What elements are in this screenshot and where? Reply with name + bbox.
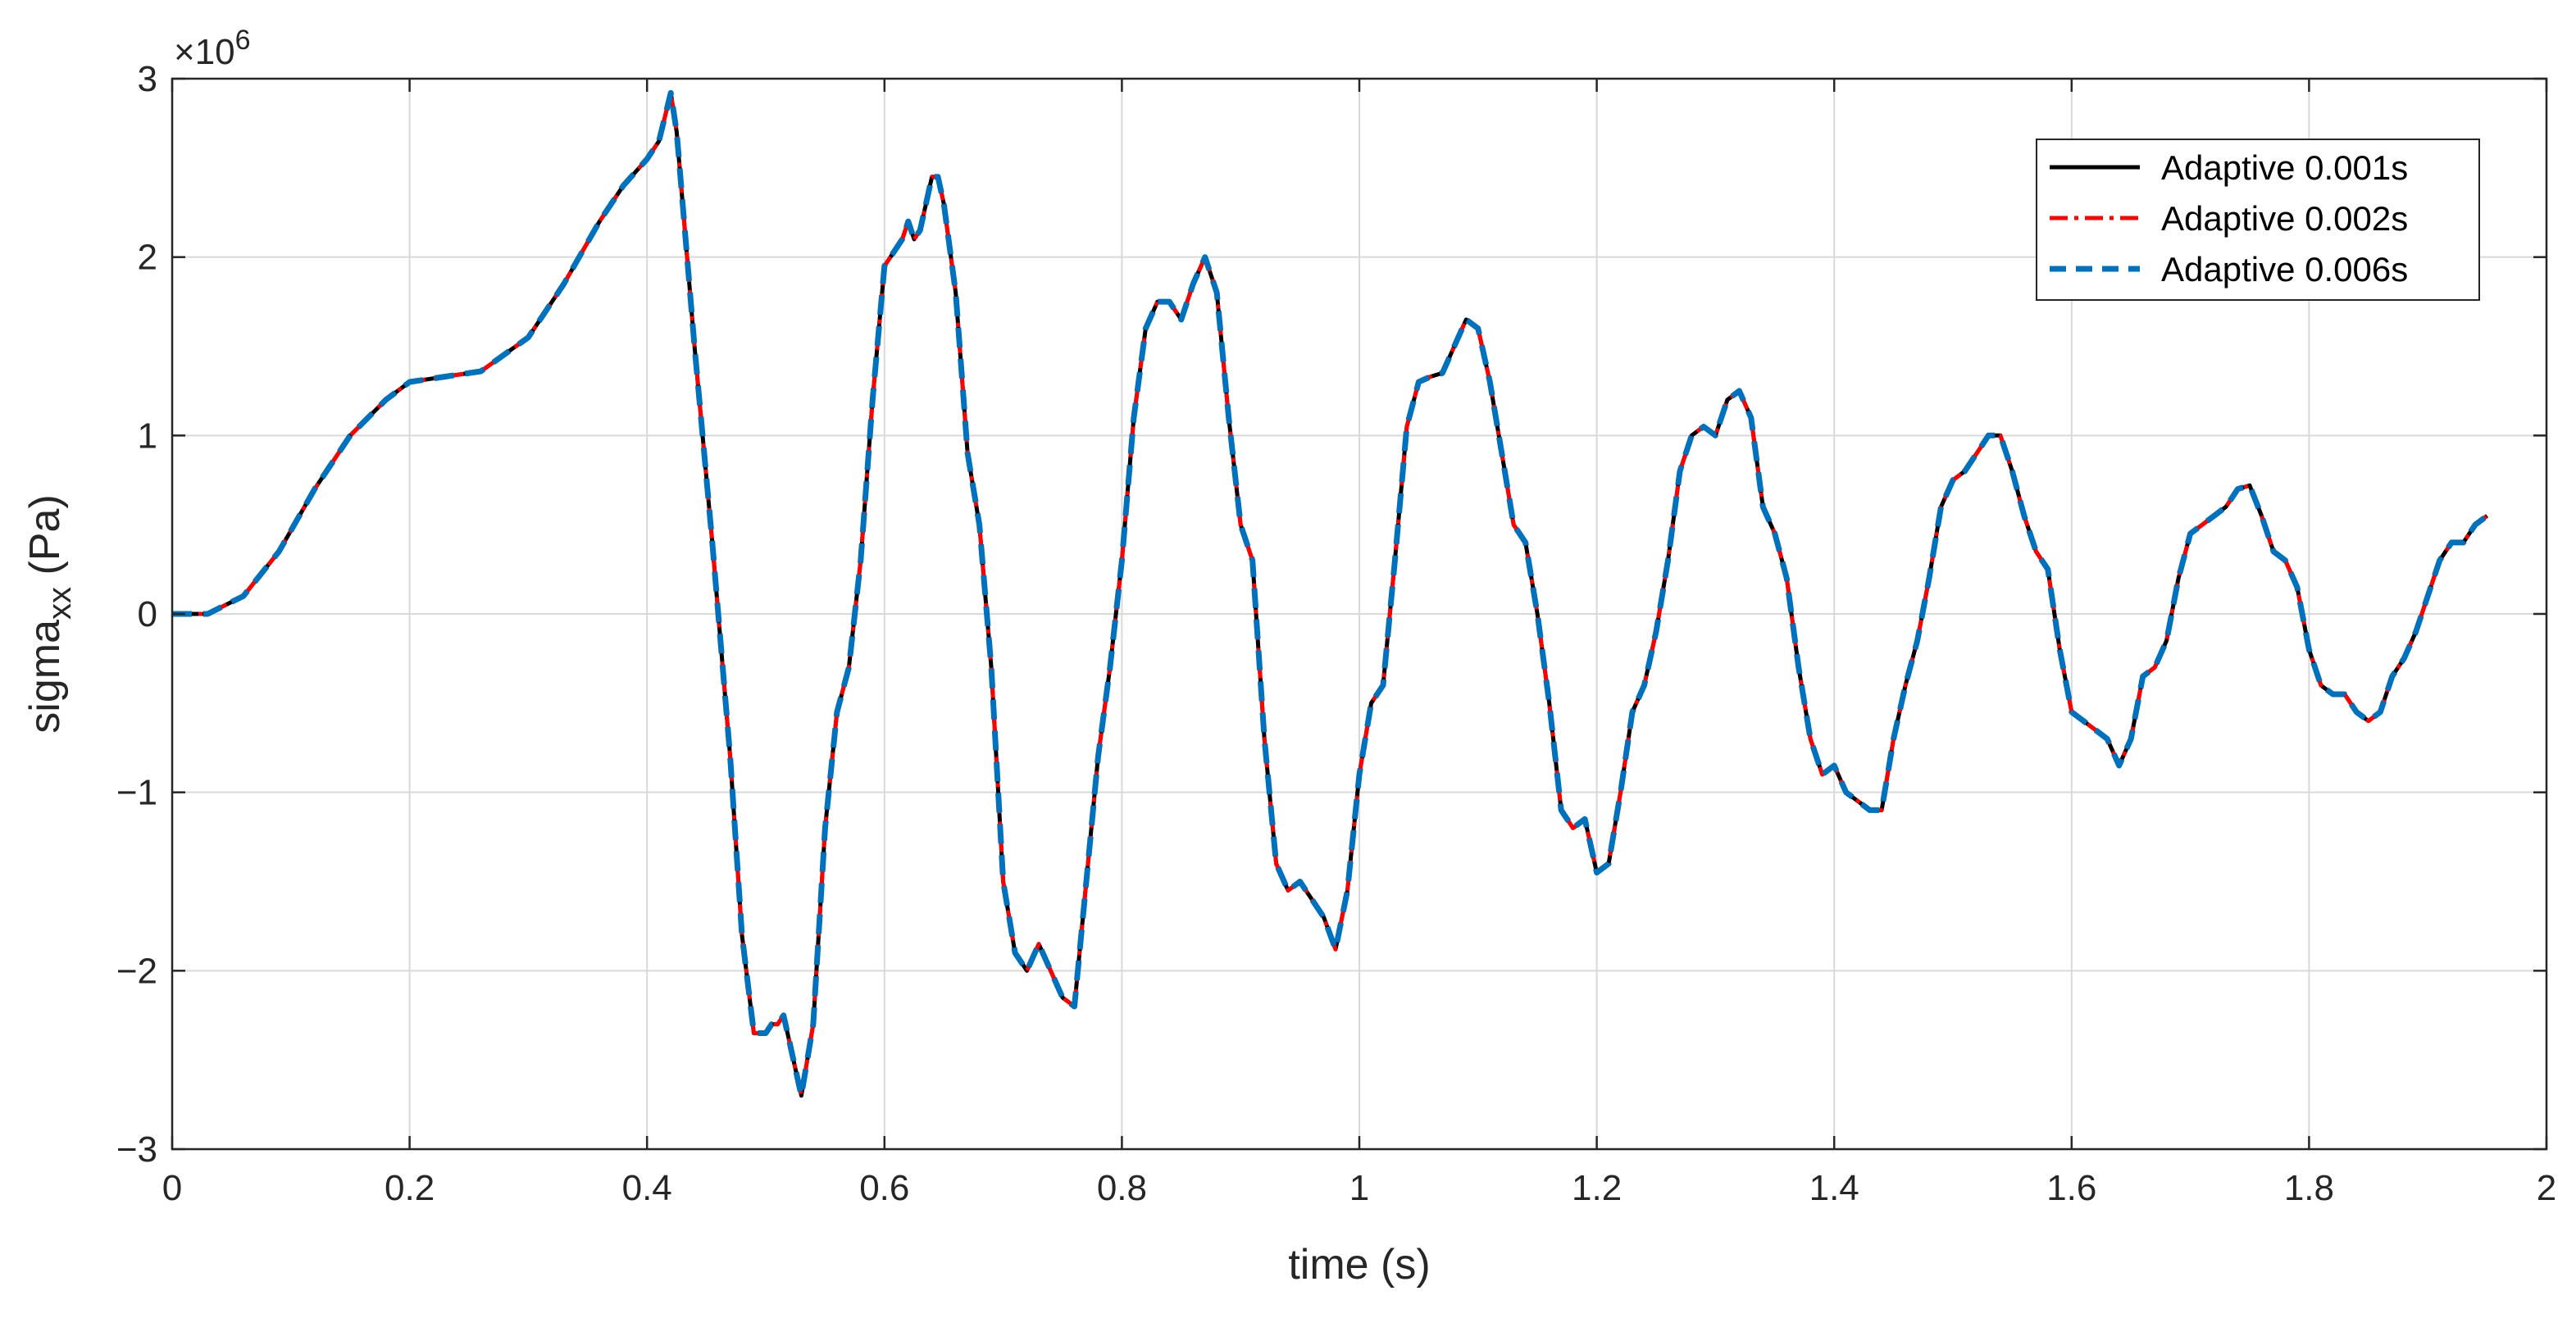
y-exponent-prefix: ×10 <box>174 32 235 72</box>
y-tick-label: 2 <box>138 238 157 278</box>
x-tick-label: 2 <box>2537 1168 2556 1208</box>
tick-labels: 0 0.2 0.4 0.6 0.8 1 1.2 1.4 1.6 1.8 2 −3 −2 −1 0 1 2 3 <box>116 59 2556 1208</box>
legend-label: Adaptive 0.002s <box>2161 199 2408 238</box>
y-tick-label: 3 <box>138 59 157 99</box>
x-tick-label: 1.4 <box>1809 1168 1859 1208</box>
series-lines <box>172 89 2489 1099</box>
x-tick-label: 0.4 <box>622 1168 672 1208</box>
x-axis-label: time (s) <box>1288 1241 1430 1288</box>
y-axis-label-subscript: xx <box>42 587 78 620</box>
legend-label: Adaptive 0.006s <box>2161 250 2408 289</box>
y-axis-label: sigmaxx (Pa) <box>21 494 78 733</box>
y-tick-label: −2 <box>116 951 157 991</box>
y-tick-label: −3 <box>116 1129 157 1170</box>
y-axis-label-base: sigma <box>21 620 69 734</box>
x-tick-label: 1 <box>1349 1168 1369 1208</box>
ticks <box>171 77 2548 1151</box>
y-tick-label: 0 <box>138 594 157 634</box>
y-tick-label: −1 <box>116 773 157 813</box>
y-axis-label-unit: (Pa) <box>21 494 69 587</box>
x-tick-label: 0 <box>162 1168 182 1208</box>
series-line-3 <box>172 89 2489 1099</box>
y-exponent: ×106 <box>174 25 251 72</box>
x-tick-label: 1.2 <box>1572 1168 1622 1208</box>
legend-label: Adaptive 0.001s <box>2161 148 2408 187</box>
x-tick-label: 0.6 <box>859 1168 909 1208</box>
legend-items: Adaptive 0.001s Adaptive 0.002s Adaptive 0… <box>2050 148 2408 289</box>
x-tick-label: 1.8 <box>2284 1168 2334 1208</box>
x-tick-label: 0.2 <box>385 1168 435 1208</box>
y-exponent-power: 6 <box>235 25 251 56</box>
y-tick-label: 1 <box>138 416 157 456</box>
x-tick-label: 1.6 <box>2046 1168 2096 1208</box>
legend: Adaptive 0.001s Adaptive 0.002s Adaptive 0… <box>2036 139 2480 301</box>
x-tick-label: 0.8 <box>1097 1168 1147 1208</box>
